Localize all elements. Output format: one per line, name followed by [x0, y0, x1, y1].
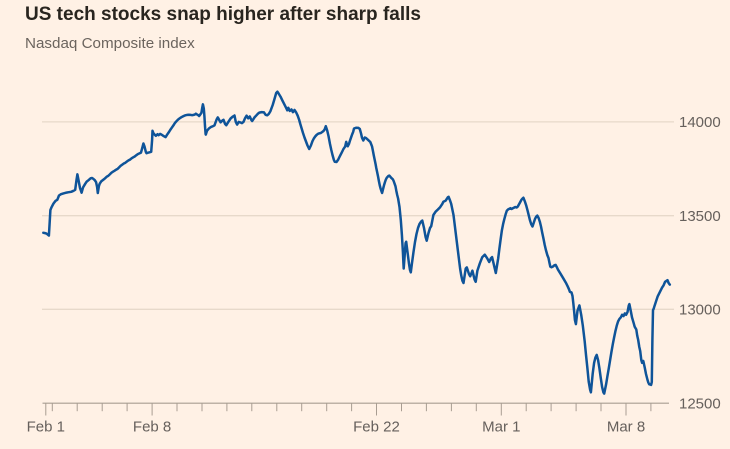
svg-text:Mar 1: Mar 1 [482, 419, 520, 436]
svg-text:14000: 14000 [679, 114, 721, 131]
svg-text:Mar 8: Mar 8 [607, 419, 645, 436]
svg-text:Feb 22: Feb 22 [353, 419, 400, 436]
svg-text:13500: 13500 [679, 208, 721, 225]
svg-text:13000: 13000 [679, 302, 721, 319]
svg-text:Feb 1: Feb 1 [27, 419, 65, 436]
svg-text:12500: 12500 [679, 396, 721, 413]
svg-text:Feb 8: Feb 8 [133, 419, 171, 436]
